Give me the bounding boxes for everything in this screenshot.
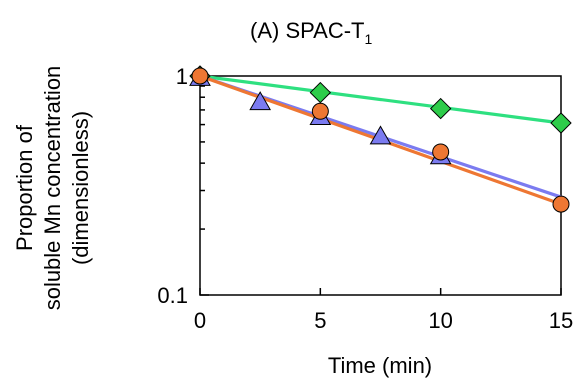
x-axis-label: Time (min) bbox=[328, 353, 432, 378]
y-tick-label: 0.1 bbox=[157, 283, 188, 308]
data-point-circle bbox=[552, 195, 570, 213]
x-tick-label: 0 bbox=[194, 308, 206, 333]
data-point-circle bbox=[191, 67, 209, 85]
y-tick-label: 1 bbox=[176, 64, 188, 89]
axis-ticks: 0 5 10 15 0.1 1 bbox=[157, 64, 573, 333]
y-axis-label-line1: Proportion of bbox=[12, 124, 37, 251]
data-point-diamond bbox=[550, 112, 572, 134]
x-tick-label: 5 bbox=[314, 308, 326, 333]
y-axis-label-line3: (dimensionless) bbox=[68, 111, 93, 265]
x-tick-label: 10 bbox=[428, 308, 452, 333]
y-axis-label-line2: soluble Mn concentration bbox=[40, 66, 65, 311]
data-point-diamond bbox=[429, 97, 452, 120]
data-point-circle bbox=[311, 102, 329, 120]
chart-title: (A) SPAC-T1 bbox=[250, 18, 372, 47]
chart-title-subscript: 1 bbox=[364, 31, 372, 47]
data-point-diamond bbox=[309, 81, 332, 104]
data-point-triangle bbox=[249, 91, 272, 111]
fit-line-diamond bbox=[199, 74, 562, 125]
plot-frame bbox=[199, 75, 562, 296]
data-points bbox=[189, 65, 572, 213]
data-point-circle bbox=[432, 143, 450, 161]
x-tick-label: 15 bbox=[549, 308, 573, 333]
chart-title-main: (A) SPAC-T bbox=[250, 18, 364, 43]
data-point-triangle bbox=[369, 125, 392, 145]
